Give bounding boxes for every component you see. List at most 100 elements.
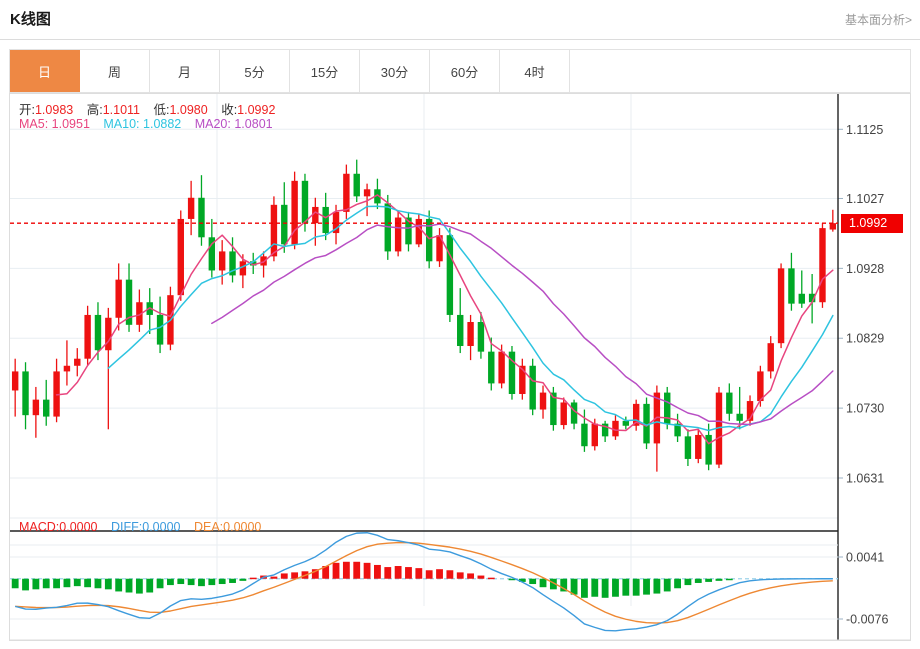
macd-histogram-bar [508, 578, 516, 581]
candle-body [312, 206, 319, 224]
candle-body [808, 293, 816, 303]
candle-body [684, 436, 692, 459]
macd-histogram-bar [632, 578, 640, 596]
macd-histogram-bar [518, 578, 526, 582]
macd-histogram-bar [135, 578, 143, 594]
macd-histogram-bar [415, 568, 423, 579]
tab-label: 月 [177, 64, 191, 80]
macd-histogram-bar [653, 578, 661, 594]
tab-label: 4时 [524, 64, 545, 80]
candle-body [322, 206, 329, 234]
candle-body [394, 217, 402, 252]
macd-histogram-bar [725, 578, 733, 581]
macd-histogram-bar [591, 578, 599, 597]
candle-body [63, 365, 71, 372]
candle-body [177, 218, 184, 296]
tab-7[interactable]: 4时 [500, 50, 570, 92]
price-axis-tick-label: 1.0928 [846, 262, 884, 276]
macd-histogram-bar [612, 578, 619, 597]
candle-body [581, 423, 588, 447]
macd-histogram-bar [529, 578, 537, 585]
candle-body [757, 371, 764, 402]
macd-histogram-bar [42, 578, 50, 589]
macd-histogram-bar [115, 578, 123, 592]
macd-histogram-bar [684, 578, 692, 586]
candle-body [715, 392, 723, 465]
macd-histogram-bar [694, 578, 702, 583]
tab-label: 日 [37, 64, 51, 80]
tab-6[interactable]: 60分 [430, 50, 500, 92]
macd-histogram-bar [270, 576, 278, 579]
candle-body [488, 351, 495, 384]
tab-5[interactable]: 30分 [360, 50, 430, 92]
chart-area[interactable]: 1.1125 1.1027 1.0928 1.0829 1.0730 1.0631 0.00… [9, 93, 911, 641]
tab-0[interactable]: 日 [10, 50, 80, 92]
macd-histogram-bar [581, 578, 588, 598]
macd-histogram-bar [446, 570, 454, 579]
macd-histogram-bar [73, 578, 81, 587]
candle-body [777, 268, 785, 344]
candle-body [281, 204, 288, 245]
macd-axis-tick-label: -0.0076 [846, 612, 888, 626]
candle-body [291, 180, 298, 245]
macd-histogram-bar [198, 578, 205, 587]
candle-body [425, 218, 433, 262]
candle-body [208, 237, 216, 271]
candle-body [570, 402, 578, 424]
candle-body [136, 302, 143, 325]
tab-label: 周 [107, 64, 121, 80]
macd-histogram-bar [53, 578, 60, 589]
candle-body [705, 434, 712, 465]
macd-dea-line [15, 541, 833, 624]
page-header: K线图 基本面分析> [0, 0, 920, 40]
candle-body [798, 293, 805, 304]
candle-body [457, 314, 464, 346]
macd-histogram-bar [291, 572, 299, 579]
macd-histogram-bar [601, 578, 609, 598]
macd-histogram-bar [663, 578, 671, 592]
kline-candlestick-svg[interactable]: 1.1125 1.1027 1.0928 1.0829 1.0730 1.0631 0.00… [9, 93, 911, 641]
candle-body [829, 223, 837, 230]
macd-histogram-bar [311, 569, 319, 579]
candle-body [632, 403, 640, 426]
tab-3[interactable]: 5分 [220, 50, 290, 92]
candle-body [198, 197, 205, 238]
candle-body [508, 351, 516, 394]
ma5-line [55, 194, 834, 445]
candle-body [43, 399, 50, 417]
tab-4[interactable]: 15分 [290, 50, 360, 92]
candle-body [156, 314, 164, 345]
price-axis-tick-label: 1.0829 [846, 332, 884, 346]
tab-2[interactable]: 月 [150, 50, 220, 92]
macd-histogram-bar [467, 573, 474, 579]
tab-1[interactable]: 周 [80, 50, 150, 92]
candle-body [788, 268, 795, 304]
candle-body [560, 402, 567, 426]
macd-histogram-bar [249, 577, 257, 580]
current-price-tag: 1.0992 [841, 214, 903, 234]
candle-body [343, 173, 350, 212]
macd-histogram-bar [156, 578, 164, 589]
macd-histogram-bar [63, 578, 71, 588]
candle-body [539, 392, 547, 410]
candle-body [94, 314, 102, 351]
candle-body [125, 279, 133, 325]
page-title: K线图 [10, 11, 51, 28]
macd-histogram-bar [146, 578, 154, 593]
candle-body [726, 392, 733, 414]
macd-histogram-bar [208, 578, 216, 586]
macd-histogram-bar [425, 570, 433, 579]
candle-body [260, 256, 267, 266]
candle-body [22, 371, 29, 416]
macd-histogram-bar [715, 578, 723, 581]
candle-body [746, 401, 754, 421]
macd-histogram-bar [549, 578, 557, 590]
candle-body [218, 251, 226, 271]
candle-body [84, 314, 91, 359]
candle-body [477, 322, 485, 352]
macd-histogram-bar [125, 578, 133, 593]
tab-label: 30分 [380, 64, 409, 80]
candle-body [301, 180, 309, 224]
candle-body [53, 371, 60, 417]
fundamental-analysis-link[interactable]: 基本面分析> [844, 13, 912, 27]
